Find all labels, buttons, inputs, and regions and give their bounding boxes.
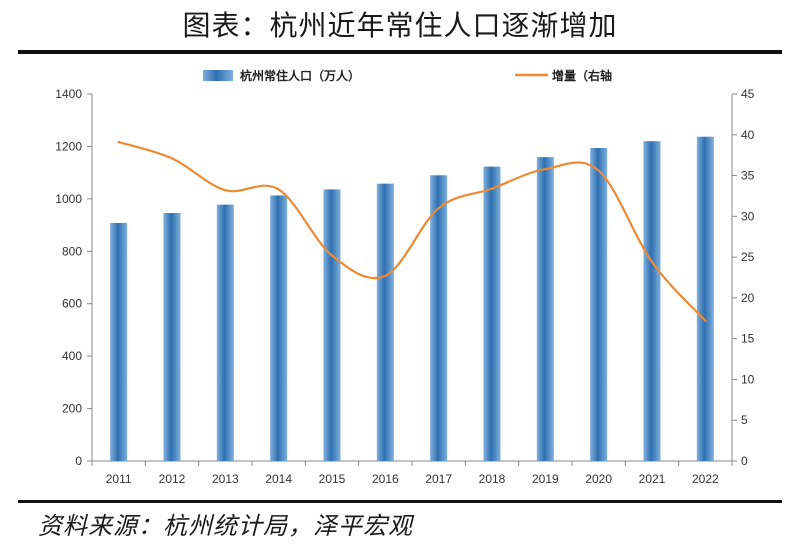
x-tick-label: 2016 bbox=[372, 472, 399, 486]
right-tick-label: 0 bbox=[741, 454, 748, 468]
bar-2012 bbox=[163, 213, 181, 461]
x-tick-label: 2011 bbox=[106, 472, 132, 486]
right-tick-label: 40 bbox=[741, 128, 755, 142]
bar-2016 bbox=[376, 183, 394, 461]
left-tick-label: 1000 bbox=[55, 192, 82, 206]
right-tick-label: 30 bbox=[741, 209, 755, 223]
right-tick-label: 25 bbox=[741, 250, 755, 264]
left-tick-label: 800 bbox=[62, 244, 82, 258]
increment-point-2021 bbox=[650, 260, 654, 264]
x-tick-label: 2020 bbox=[585, 472, 612, 486]
x-tick-label: 2022 bbox=[692, 472, 719, 486]
increment-point-2018 bbox=[490, 187, 494, 190]
legend-bar-label: 杭州常住人口（万人） bbox=[240, 68, 360, 83]
increment-point-2014 bbox=[277, 188, 280, 191]
bar-2021 bbox=[643, 141, 661, 461]
bar-2015 bbox=[323, 189, 341, 462]
increment-point-2015 bbox=[330, 254, 334, 257]
legend-line-label: 增量（右轴 bbox=[552, 68, 612, 83]
source-note: 资料来源：杭州统计局，泽平宏观 bbox=[38, 512, 413, 540]
x-tick-label: 2021 bbox=[639, 472, 666, 486]
left-tick-label: 1400 bbox=[55, 87, 82, 101]
left-tick-label: 600 bbox=[62, 297, 82, 311]
x-tick-label: 2018 bbox=[479, 472, 506, 486]
bar-2018 bbox=[483, 166, 501, 461]
right-tick-label: 10 bbox=[741, 372, 755, 386]
left-tick-label: 200 bbox=[62, 402, 82, 416]
chart: 杭州常住人口（万人） 增量（右轴 02004006008001000120014… bbox=[55, 68, 755, 486]
bar-2013 bbox=[216, 204, 234, 462]
page-title: 图表：杭州近年常住人口逐渐增加 bbox=[182, 9, 618, 42]
x-tick-label: 2019 bbox=[532, 472, 559, 486]
bar-2020 bbox=[590, 148, 608, 461]
right-tick-label: 20 bbox=[741, 291, 755, 305]
increment-point-2016 bbox=[384, 274, 387, 278]
increment-point-2017 bbox=[437, 206, 440, 210]
increment-point-2022 bbox=[704, 319, 707, 322]
bar-2014 bbox=[270, 195, 288, 461]
right-tick-label: 35 bbox=[741, 169, 755, 183]
increment-point-2019 bbox=[544, 167, 547, 171]
increment-point-2012 bbox=[170, 157, 174, 160]
right-tick-label: 15 bbox=[741, 332, 755, 346]
bar-2017 bbox=[430, 175, 448, 461]
left-tick-label: 0 bbox=[75, 454, 82, 468]
left-tick-label: 1200 bbox=[55, 139, 82, 153]
increment-line bbox=[118, 141, 707, 322]
legend: 杭州常住人口（万人） 增量（右轴 bbox=[203, 68, 612, 83]
left-tick-label: 400 bbox=[62, 349, 82, 363]
x-tick-label: 2012 bbox=[159, 472, 186, 486]
x-tick-label: 2014 bbox=[265, 472, 292, 486]
bottom-divider bbox=[18, 500, 782, 503]
increment-point-2020 bbox=[597, 169, 600, 172]
right-tick-label: 5 bbox=[741, 413, 748, 427]
x-tick-label: 2017 bbox=[425, 472, 452, 486]
bar-2019 bbox=[536, 157, 554, 461]
increment-point-2013 bbox=[224, 189, 227, 192]
x-tick-label: 2013 bbox=[212, 472, 239, 486]
bar-2011 bbox=[110, 222, 128, 461]
top-divider bbox=[18, 50, 782, 54]
bar-2022 bbox=[696, 136, 714, 461]
legend-bar-swatch bbox=[203, 70, 233, 81]
right-tick-label: 45 bbox=[741, 87, 755, 101]
x-tick-label: 2015 bbox=[319, 472, 346, 486]
increment-point-2011 bbox=[117, 140, 120, 144]
